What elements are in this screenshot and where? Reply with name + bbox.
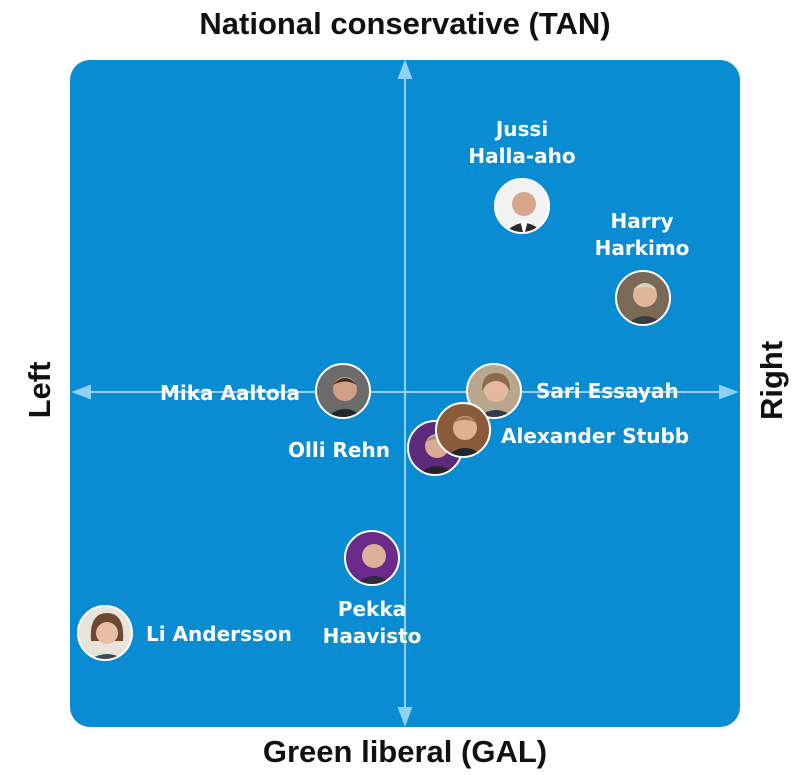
- name-line: Harkimo: [594, 236, 690, 260]
- person-label-rehn: Olli Rehn: [288, 437, 390, 464]
- name-line: Sari Essayah: [536, 379, 679, 403]
- name-line: Jussi: [495, 117, 549, 141]
- avatar-essayah: [466, 363, 522, 419]
- arrow-right-icon: [719, 384, 739, 400]
- person-label-halla-aho: Jussi Halla-aho: [462, 116, 582, 170]
- name-line: Olli Rehn: [288, 438, 390, 462]
- portrait-icon: [627, 283, 663, 324]
- axis-title-right: Right: [754, 340, 789, 420]
- arrow-down-icon: [397, 707, 413, 727]
- avatar-aaltola: [315, 363, 371, 419]
- name-line: Alexander Stubb: [501, 424, 690, 448]
- person-label-essayah: Sari Essayah: [536, 378, 679, 405]
- name-line: Mika Aaltola: [160, 381, 300, 405]
- arrow-left-icon: [71, 384, 91, 400]
- avatar-haavisto: [344, 530, 400, 586]
- axis-title-bottom: Green liberal (GAL): [262, 734, 548, 769]
- avatar-halla-aho: [494, 178, 550, 234]
- compass-axes: [71, 60, 739, 727]
- avatar-harkimo: [615, 270, 671, 326]
- person-label-andersson: Li Andersson: [146, 621, 292, 648]
- person-label-harkimo: Harry Harkimo: [582, 208, 702, 262]
- avatar-stubb: [435, 402, 491, 458]
- axis-title-top: National conservative (TAN): [199, 6, 611, 41]
- name-line: Pekka: [337, 597, 407, 621]
- name-line: Haavisto: [322, 624, 422, 648]
- portrait-icon: [90, 613, 124, 659]
- person-label-haavisto: Pekka Haavisto: [312, 596, 432, 650]
- name-line: Halla-aho: [468, 144, 576, 168]
- name-line: Harry: [610, 209, 674, 233]
- avatar-andersson: [77, 605, 133, 661]
- axis-title-left: Left: [22, 361, 57, 419]
- person-label-aaltola: Mika Aaltola: [160, 380, 300, 407]
- political-compass-panel: Jussi Halla-aho Harry Harkimo Mika Aalto…: [70, 60, 740, 727]
- portrait-icon: [447, 416, 483, 456]
- name-line: Li Andersson: [146, 622, 292, 646]
- person-label-stubb: Alexander Stubb: [501, 423, 689, 450]
- arrow-up-icon: [397, 60, 413, 79]
